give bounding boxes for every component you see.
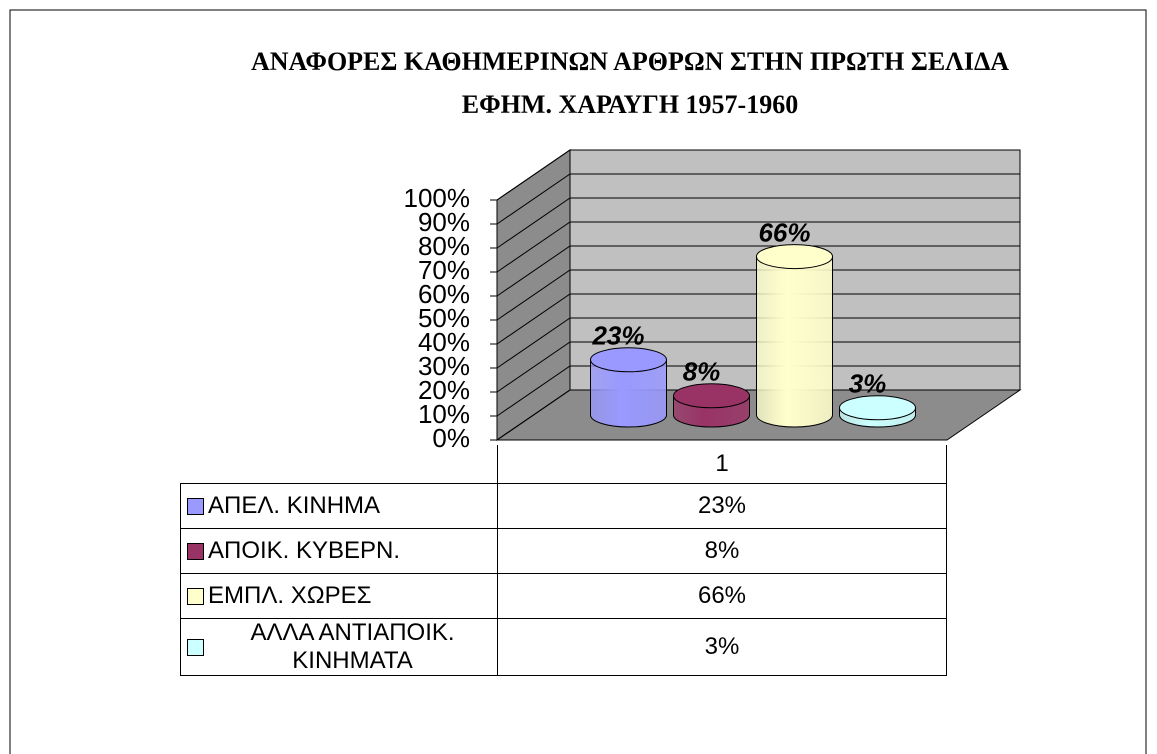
- legend-label: ΑΠΟΙΚ. ΚΥΒΕΡΝ.: [208, 537, 401, 564]
- data-table: 1 ΑΠΕΛ. ΚΙΝΗΜΑ 23% ΑΠΟΙΚ. ΚΥΒΕΡΝ. 8% ΕΜΠΛ. ΧΩ…: [180, 445, 947, 676]
- table-value: 3%: [497, 618, 947, 676]
- y-tick-label: 60%: [418, 279, 470, 309]
- legend-entry: ΑΛΛΑ ΑΝΤΙΑΠΟΙΚ. ΚΙΝΗΜΑΤΑ: [181, 619, 497, 675]
- cylinder-top: [673, 383, 750, 409]
- legend-entry: ΑΠΟΙΚ. ΚΥΒΕΡΝ.: [181, 537, 497, 565]
- y-tick-label: 40%: [418, 327, 470, 357]
- grid-line: [496, 365, 1020, 417]
- data-label: 23%: [591, 321, 644, 351]
- frame: [9, 9, 1147, 754]
- empty-cell: [180, 445, 498, 484]
- data-label: 66%: [758, 217, 810, 247]
- y-tick-label: 100%: [404, 183, 471, 213]
- grid-line: [496, 173, 1020, 225]
- y-tick-label: 20%: [418, 375, 470, 405]
- grid-line: [496, 269, 1020, 321]
- legend-swatch: [187, 497, 204, 515]
- category-label: 1: [497, 445, 947, 484]
- grid-line: [496, 389, 1020, 441]
- legend-cell: ΑΠΕΛ. ΚΙΝΗΜΑ: [180, 483, 498, 529]
- table-row: ΑΠΟΙΚ. ΚΥΒΕΡΝ. 8%: [180, 528, 947, 574]
- table-row: ΑΠΕΛ. ΚΙΝΗΜΑ 23%: [180, 483, 947, 529]
- legend-label: ΕΜΠΛ. ΧΩΡΕΣ: [208, 582, 372, 609]
- grid-line: [496, 317, 1020, 369]
- legend-cell: ΑΠΟΙΚ. ΚΥΒΕΡΝ.: [180, 528, 498, 574]
- table-row: ΑΛΛΑ ΑΝΤΙΑΠΟΙΚ. ΚΙΝΗΜΑΤΑ 3%: [180, 618, 947, 676]
- legend-cell: ΕΜΠΛ. ΧΩΡΕΣ: [180, 573, 498, 619]
- legend-swatch: [187, 638, 204, 656]
- table-header: 1: [180, 445, 947, 484]
- grid-line: [496, 221, 1020, 273]
- grid-line: [496, 197, 1020, 249]
- table-value: 66%: [497, 573, 947, 619]
- grid-line: [496, 293, 1020, 345]
- grid-line: [496, 245, 1020, 297]
- grid-line: [496, 341, 1020, 393]
- cylinder: [590, 359, 667, 428]
- y-tick-label: 80%: [418, 231, 470, 261]
- legend-entry: ΑΠΕΛ. ΚΙΝΗΜΑ: [181, 492, 497, 520]
- legend-swatch: [187, 542, 204, 560]
- legend-label: ΑΠΕΛ. ΚΙΝΗΜΑ: [208, 492, 381, 519]
- table-row: ΕΜΠΛ. ΧΩΡΕΣ 66%: [180, 573, 947, 619]
- table-value: 23%: [497, 483, 947, 529]
- grid-line: [496, 149, 1020, 201]
- y-tick-label: 70%: [418, 255, 470, 285]
- legend-entry: ΕΜΠΛ. ΧΩΡΕΣ: [181, 582, 497, 610]
- legend-label: ΑΛΛΑ ΑΝΤΙΑΠΟΙΚ. ΚΙΝΗΜΑΤΑ: [250, 619, 455, 674]
- legend-cell: ΑΛΛΑ ΑΝΤΙΑΠΟΙΚ. ΚΙΝΗΜΑΤΑ: [180, 618, 498, 676]
- cylinder-top: [839, 395, 916, 421]
- y-tick-label: 30%: [418, 351, 470, 381]
- y-tick-label: 50%: [418, 303, 470, 333]
- cylinder: [756, 256, 833, 428]
- chart-title: ΑΝΑΦΟΡΕΣ ΚΑΘΗΜΕΡΙΝΩΝ ΑΡΘΡΩΝ ΣΤΗΝ ΠΡΩΤΗ Σ…: [250, 47, 1010, 119]
- legend-swatch: [187, 587, 204, 605]
- cylinder-top: [590, 347, 667, 373]
- cylinder-top: [756, 244, 833, 270]
- y-tick-label: 90%: [418, 207, 470, 237]
- data-label: 3%: [849, 369, 887, 399]
- y-tick-label: 10%: [418, 399, 470, 429]
- table-value: 8%: [497, 528, 947, 574]
- data-label: 8%: [683, 357, 721, 387]
